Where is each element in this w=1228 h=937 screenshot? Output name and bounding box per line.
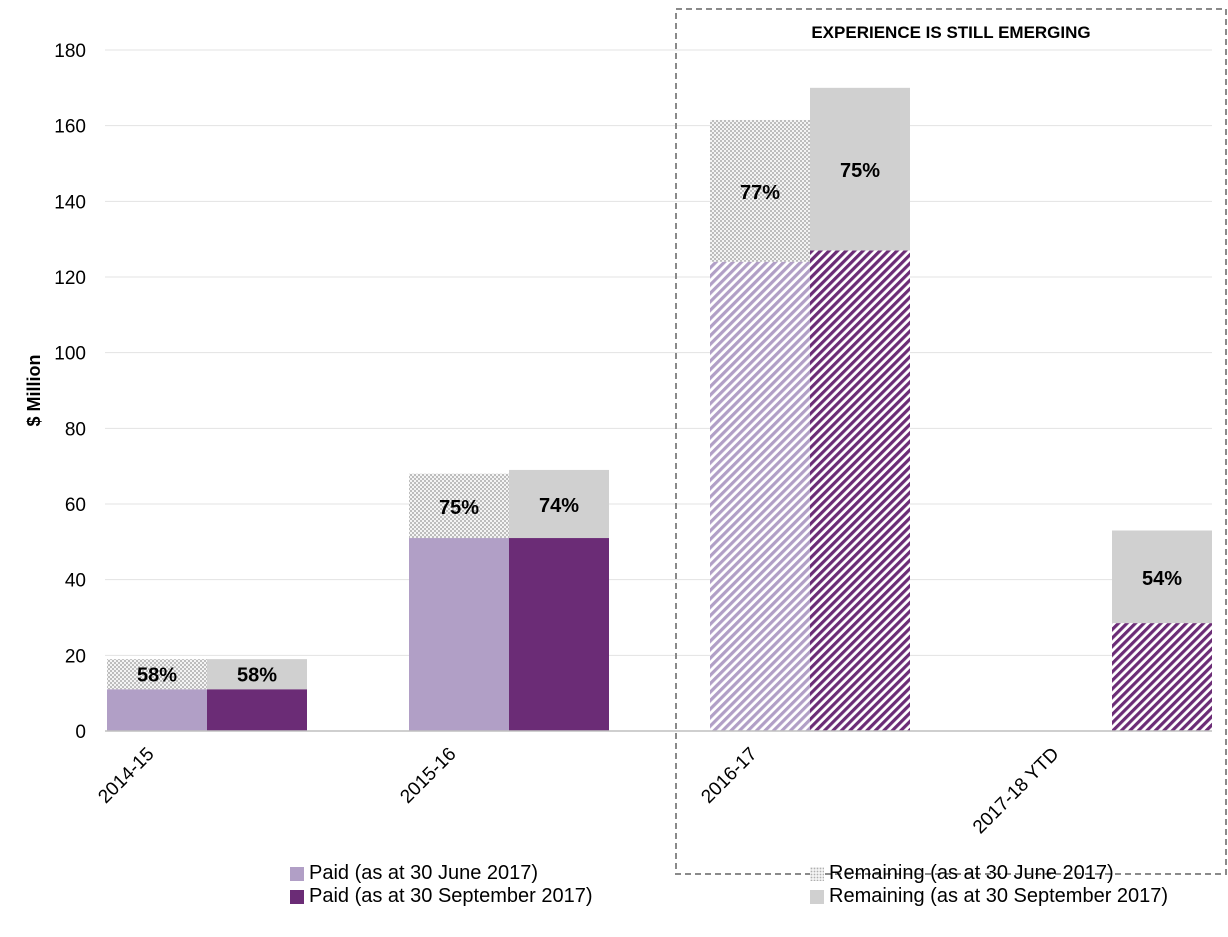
data-label-percent: 75% [439,497,479,519]
legend-label: Remaining (as at 30 September 2017) [829,885,1169,907]
data-label-percent: 58% [137,664,177,686]
bar-paid [107,689,207,731]
bar-remaining [810,87,910,251]
data-label-percent: 54% [1142,568,1182,590]
x-tick-label: 2015-16 [396,744,460,808]
legend-item-paid-september: Paid (as at 30 September 2017) [290,885,593,908]
y-tick-label: 40 [65,571,86,592]
x-tick-label: 2016-17 [697,744,761,808]
x-tick-label: 2017-18 YTD [969,744,1064,839]
bar-remaining [207,659,307,690]
legend-right: Remaining (as at 30 June 2017) Remaining… [810,862,1168,908]
legend-label: Paid (as at 30 September 2017) [309,885,593,907]
data-labels: 58% 75% 77% 58% 74% 75% 54% [137,160,1182,686]
y-tick-label: 120 [54,268,86,289]
legend-item-remaining-september: Remaining (as at 30 September 2017) [810,885,1168,908]
legend-label: Paid (as at 30 June 2017) [309,862,539,884]
legend-swatch [290,889,304,904]
y-tick-label: 20 [65,646,86,667]
x-tick-label: 2014-15 [94,744,158,808]
emphasis-box [675,8,1227,875]
data-label-percent: 75% [840,160,880,182]
bar-remaining [509,469,609,539]
bar-paid [207,689,307,731]
y-tick-label: 80 [65,419,86,440]
y-tick-label: 140 [54,192,86,213]
legend-swatch [290,866,304,881]
emphasis-region: EXPERIENCE IS STILL EMERGING [675,8,1227,875]
y-axis-label: $ Million [24,355,44,427]
data-label-percent: 58% [237,664,277,686]
y-tick-label: 100 [54,344,86,365]
bar-paid [509,538,609,731]
y-tick-label: 180 [54,41,86,62]
bar-remaining [1112,530,1212,624]
gridlines [105,49,1212,656]
emphasis-label: EXPERIENCE IS STILL EMERGING [811,23,1090,42]
bar-remaining [710,119,810,262]
legend-item-paid-june: Paid (as at 30 June 2017) [290,862,593,885]
legend-label: Remaining (as at 30 June 2017) [829,862,1114,884]
bars [107,87,1212,731]
legend-left: Paid (as at 30 June 2017) Paid (as at 30… [290,862,593,908]
bar-remaining [409,473,509,539]
data-label-percent: 77% [740,182,780,204]
bar-paid [409,538,509,731]
y-tick-label: 160 [54,117,86,138]
legend-swatch [810,866,824,881]
bar-paid [1112,623,1212,731]
bar-paid [710,261,810,731]
data-label-percent: 74% [539,495,579,517]
legend-item-remaining-june: Remaining (as at 30 June 2017) [810,862,1168,885]
y-tick-label: 60 [65,495,86,516]
y-tick-label: 0 [75,722,86,743]
bar-paid [810,250,910,731]
bar-remaining [107,659,207,690]
legend-swatch [810,889,824,904]
